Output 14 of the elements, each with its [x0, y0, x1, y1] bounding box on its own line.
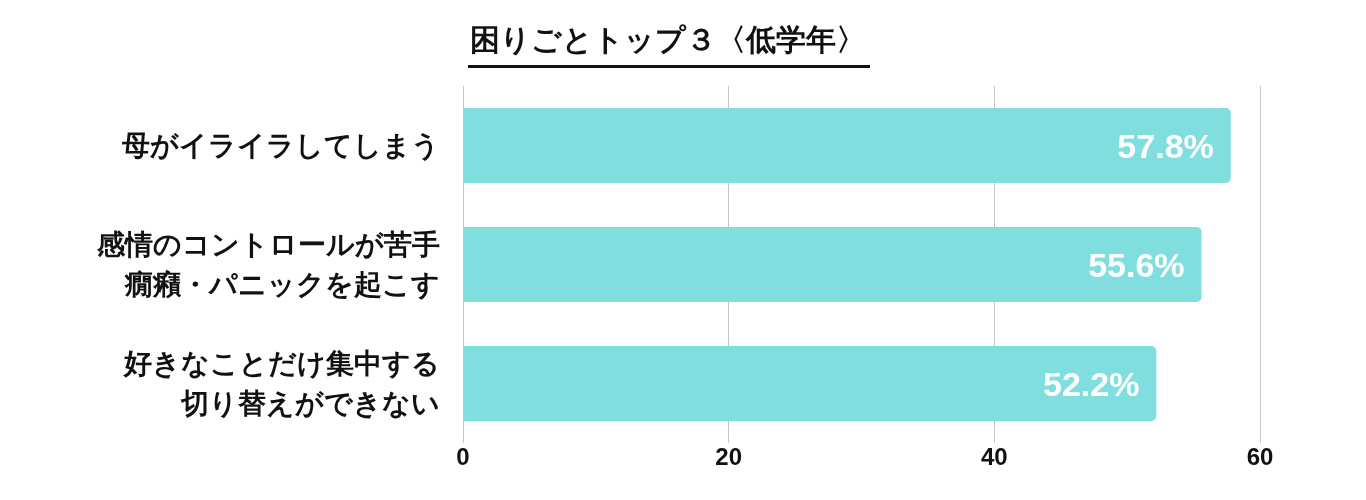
x-tick-label: 60 — [1246, 442, 1274, 470]
bar — [463, 227, 1202, 302]
x-tick-label: 0 — [456, 442, 470, 470]
data-label: 55.6% — [1088, 245, 1185, 284]
chart-title: 困りごとトップ３〈低学年〉 — [468, 20, 870, 68]
y-tick-label: 母がイライラしてしまう — [121, 130, 440, 161]
x-tick-label: 20 — [715, 442, 743, 470]
y-tick-label: 好きなことだけ集中する切り替えができない — [123, 348, 440, 419]
bar — [463, 346, 1157, 421]
y-tick-label: 感情のコントロールが苦手癇癪・パニックを起こす — [96, 229, 440, 300]
data-label: 57.8% — [1117, 126, 1214, 165]
bar — [463, 108, 1231, 183]
x-tick-label: 40 — [980, 442, 1008, 470]
data-label: 52.2% — [1042, 364, 1140, 403]
